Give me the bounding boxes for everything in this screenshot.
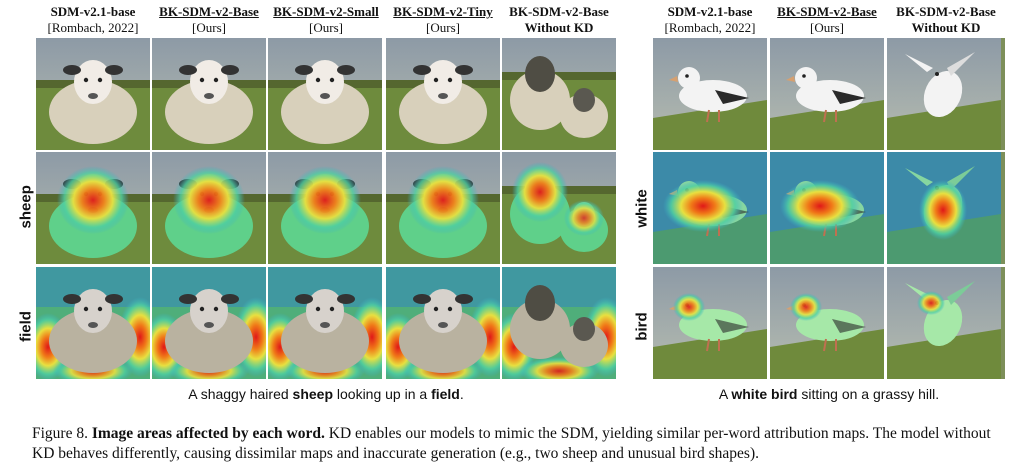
left-col-header-4: BK-SDM-v2-Tiny [Ours] — [386, 4, 500, 36]
column-name: BK-SDM-v2-Base — [159, 4, 259, 19]
column-name: BK-SDM-v2-Base — [777, 4, 877, 19]
caption-keyword-white-bird: white bird — [731, 386, 798, 402]
figure-label: Figure 8. — [32, 425, 88, 442]
sheep-image-generated — [268, 38, 382, 150]
sheep-image-map-field — [386, 267, 500, 379]
caption-text: looking up in a — [333, 386, 432, 402]
bird-image-generated — [770, 38, 884, 150]
caption-keyword-field: field — [431, 386, 460, 402]
column-sub: [Ours] — [810, 20, 844, 35]
sheep-image-map-sheep — [268, 152, 382, 264]
column-name: BK-SDM-v2-Small — [273, 4, 379, 19]
figure-caption: Figure 8. Image areas affected by each w… — [32, 424, 992, 464]
right-col-header-1: SDM-v2.1-base [Rombach, 2022] — [653, 4, 767, 36]
caption-text: . — [459, 386, 464, 402]
row-label-field: field — [17, 311, 35, 342]
sheep-image-map-field — [268, 267, 382, 379]
column-name: SDM-v2.1-base — [667, 4, 753, 19]
row-label-white: white — [633, 189, 651, 228]
row-label-bird: bird — [633, 312, 651, 341]
sheep-image-map-sheep — [386, 152, 500, 264]
bird-image-map-white — [653, 152, 767, 264]
caption-text: sitting on a grassy hill. — [797, 386, 940, 402]
bird-image-map-white — [887, 152, 1005, 264]
column-name: BK-SDM-v2-Tiny — [393, 4, 493, 19]
bird-image-generated — [887, 38, 1005, 150]
right-panel-caption: A white bird sitting on a grassy hill. — [653, 386, 1005, 402]
caption-keyword-sheep: sheep — [292, 386, 333, 402]
column-sub: Without KD — [911, 20, 981, 35]
sheep-image-generated — [386, 38, 500, 150]
figure-body: KD enables our models to mimic the SDM, … — [32, 425, 991, 462]
sheep-image-generated — [152, 38, 266, 150]
column-name: BK-SDM-v2-Base — [896, 4, 996, 19]
sheep-image-map-sheep — [152, 152, 266, 264]
sheep-image-map-sheep — [502, 152, 616, 264]
column-sub: [Ours] — [309, 20, 343, 35]
bird-image-map-bird — [887, 267, 1005, 379]
right-col-header-3: BK-SDM-v2-Base Without KD — [887, 4, 1005, 36]
left-col-header-1: SDM-v2.1-base [Rombach, 2022] — [36, 4, 150, 36]
figure-title: Image areas affected by each word. — [91, 425, 325, 442]
left-col-header-3: BK-SDM-v2-Small [Ours] — [268, 4, 384, 36]
column-sub: [Ours] — [426, 20, 460, 35]
bird-image-map-bird — [653, 267, 767, 379]
row-label-sheep: sheep — [17, 185, 35, 229]
column-sub: [Ours] — [192, 20, 226, 35]
sheep-image-map-field — [152, 267, 266, 379]
bird-image-generated — [653, 38, 767, 150]
caption-text: A shaggy haired — [188, 386, 293, 402]
sheep-image-map-sheep — [36, 152, 150, 264]
column-name: BK-SDM-v2-Base — [509, 4, 609, 19]
left-col-header-2: BK-SDM-v2-Base [Ours] — [152, 4, 266, 36]
left-panel-caption: A shaggy haired sheep looking up in a fi… — [36, 386, 616, 402]
bird-image-map-bird — [770, 267, 884, 379]
column-sub: [Rombach, 2022] — [47, 20, 139, 35]
sheep-image-map-field — [36, 267, 150, 379]
sheep-image-generated — [502, 38, 616, 150]
caption-text: A — [718, 386, 732, 402]
sheep-image-map-field — [502, 267, 616, 379]
column-name: SDM-v2.1-base — [50, 4, 136, 19]
left-col-header-5: BK-SDM-v2-Base Without KD — [502, 4, 616, 36]
sheep-image-generated — [36, 38, 150, 150]
column-sub: Without KD — [524, 20, 594, 35]
bird-image-map-white — [770, 152, 884, 264]
right-col-header-2: BK-SDM-v2-Base [Ours] — [770, 4, 884, 36]
column-sub: [Rombach, 2022] — [664, 20, 756, 35]
